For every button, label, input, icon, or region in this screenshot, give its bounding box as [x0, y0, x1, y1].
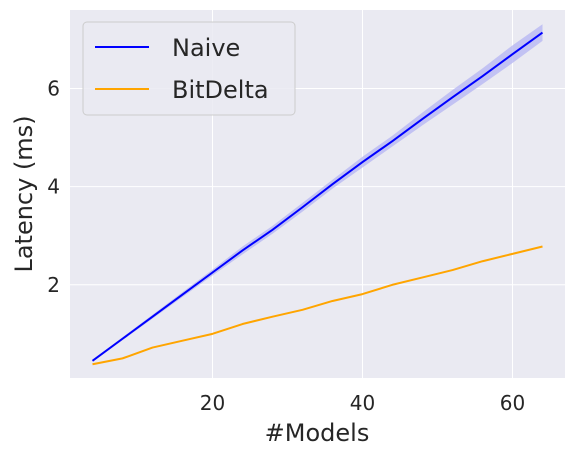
y-tick-label: 2: [47, 273, 60, 297]
y-tick-label: 4: [47, 175, 60, 199]
x-axis-ticks: 20 40 60: [200, 391, 525, 415]
y-tick-label: 6: [47, 77, 60, 101]
legend: Naive BitDelta: [83, 22, 295, 115]
x-tick-label: 60: [500, 391, 525, 415]
x-tick-label: 40: [350, 391, 375, 415]
legend-label-bitdelta: BitDelta: [172, 76, 269, 104]
legend-label-naive: Naive: [172, 34, 240, 62]
y-axis-label: Latency (ms): [10, 115, 38, 272]
x-axis-label: #Models: [265, 419, 370, 447]
x-tick-label: 20: [200, 391, 225, 415]
y-axis-ticks: 2 4 6: [47, 77, 60, 297]
